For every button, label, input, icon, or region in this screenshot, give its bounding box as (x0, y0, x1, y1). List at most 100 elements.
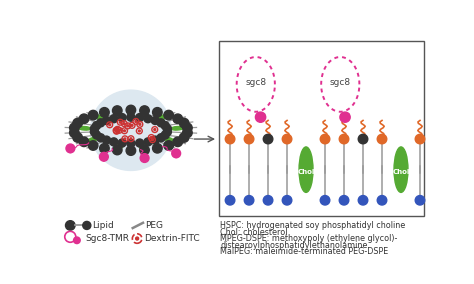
Ellipse shape (225, 195, 235, 205)
Ellipse shape (140, 145, 149, 155)
Ellipse shape (66, 144, 75, 153)
Ellipse shape (164, 141, 173, 150)
Ellipse shape (79, 114, 89, 124)
Ellipse shape (154, 129, 155, 130)
Ellipse shape (102, 116, 110, 124)
Ellipse shape (135, 120, 137, 122)
Ellipse shape (123, 123, 125, 125)
Ellipse shape (255, 112, 266, 122)
Ellipse shape (151, 136, 159, 144)
Ellipse shape (88, 141, 98, 150)
Ellipse shape (112, 106, 122, 115)
Ellipse shape (339, 134, 349, 144)
Ellipse shape (130, 138, 132, 140)
Ellipse shape (109, 124, 110, 126)
Ellipse shape (91, 128, 99, 136)
Ellipse shape (164, 137, 175, 142)
Ellipse shape (140, 106, 149, 115)
Ellipse shape (92, 122, 100, 130)
Ellipse shape (182, 123, 192, 133)
Ellipse shape (127, 113, 135, 121)
Ellipse shape (153, 143, 162, 153)
Ellipse shape (179, 118, 189, 128)
Text: MalPEG: maleimide-terminated PEG-DSPE: MalPEG: maleimide-terminated PEG-DSPE (220, 247, 388, 256)
Ellipse shape (110, 138, 118, 146)
Ellipse shape (73, 118, 82, 128)
Ellipse shape (92, 131, 100, 139)
Ellipse shape (179, 133, 189, 142)
Text: sgc8: sgc8 (245, 78, 266, 87)
Ellipse shape (116, 130, 118, 132)
Ellipse shape (415, 195, 425, 205)
Ellipse shape (161, 131, 169, 139)
Text: MPEG-DSPE: methoxypoly (ethylene glycol)-: MPEG-DSPE: methoxypoly (ethylene glycol)… (220, 234, 398, 243)
Ellipse shape (138, 130, 140, 132)
Ellipse shape (118, 139, 126, 147)
Ellipse shape (131, 124, 133, 126)
Ellipse shape (139, 124, 141, 125)
Ellipse shape (164, 128, 172, 136)
Ellipse shape (144, 115, 152, 123)
Ellipse shape (70, 128, 79, 137)
Text: Sgc8-TMR: Sgc8-TMR (85, 234, 129, 243)
Ellipse shape (117, 143, 123, 150)
Ellipse shape (127, 125, 129, 127)
Ellipse shape (100, 153, 108, 161)
Ellipse shape (377, 195, 387, 205)
Ellipse shape (164, 110, 173, 120)
Ellipse shape (377, 134, 387, 144)
Ellipse shape (65, 221, 75, 230)
Ellipse shape (320, 134, 330, 144)
Ellipse shape (87, 137, 98, 142)
Polygon shape (67, 149, 73, 153)
Ellipse shape (83, 222, 91, 229)
Ellipse shape (172, 149, 181, 158)
Ellipse shape (244, 134, 254, 144)
Polygon shape (173, 154, 179, 158)
Ellipse shape (126, 105, 136, 115)
Ellipse shape (263, 134, 273, 144)
Ellipse shape (152, 139, 154, 141)
Ellipse shape (127, 139, 135, 147)
Ellipse shape (139, 143, 145, 150)
Ellipse shape (97, 119, 105, 127)
Ellipse shape (91, 125, 99, 133)
Ellipse shape (320, 195, 330, 205)
Ellipse shape (394, 147, 408, 192)
Text: Chol: Chol (297, 169, 315, 175)
Text: sgc8: sgc8 (330, 78, 351, 87)
Ellipse shape (136, 139, 144, 147)
Ellipse shape (118, 130, 120, 131)
Ellipse shape (95, 115, 105, 121)
Ellipse shape (100, 108, 109, 117)
Ellipse shape (124, 130, 126, 132)
Ellipse shape (157, 119, 165, 127)
Ellipse shape (358, 195, 368, 205)
Ellipse shape (128, 110, 134, 117)
Ellipse shape (171, 126, 183, 130)
Ellipse shape (182, 128, 192, 137)
Ellipse shape (97, 134, 105, 142)
Text: distearoylphosphatidylethanolamine: distearoylphosphatidylethanolamine (220, 241, 367, 250)
Ellipse shape (150, 137, 152, 138)
Ellipse shape (140, 154, 149, 162)
Ellipse shape (100, 143, 109, 153)
Ellipse shape (283, 134, 292, 144)
Ellipse shape (161, 122, 169, 130)
Ellipse shape (118, 114, 126, 122)
Ellipse shape (157, 115, 166, 121)
Ellipse shape (112, 145, 122, 155)
Ellipse shape (144, 138, 152, 146)
Ellipse shape (126, 146, 136, 155)
Ellipse shape (115, 130, 117, 131)
Text: Chol: Chol (392, 169, 410, 175)
Ellipse shape (153, 108, 162, 117)
Ellipse shape (73, 237, 80, 244)
Ellipse shape (151, 116, 159, 124)
Text: Dextrin-FITC: Dextrin-FITC (144, 234, 200, 243)
Ellipse shape (173, 137, 182, 147)
Ellipse shape (73, 133, 82, 142)
FancyBboxPatch shape (219, 41, 424, 216)
Ellipse shape (415, 134, 425, 144)
Ellipse shape (164, 125, 172, 133)
